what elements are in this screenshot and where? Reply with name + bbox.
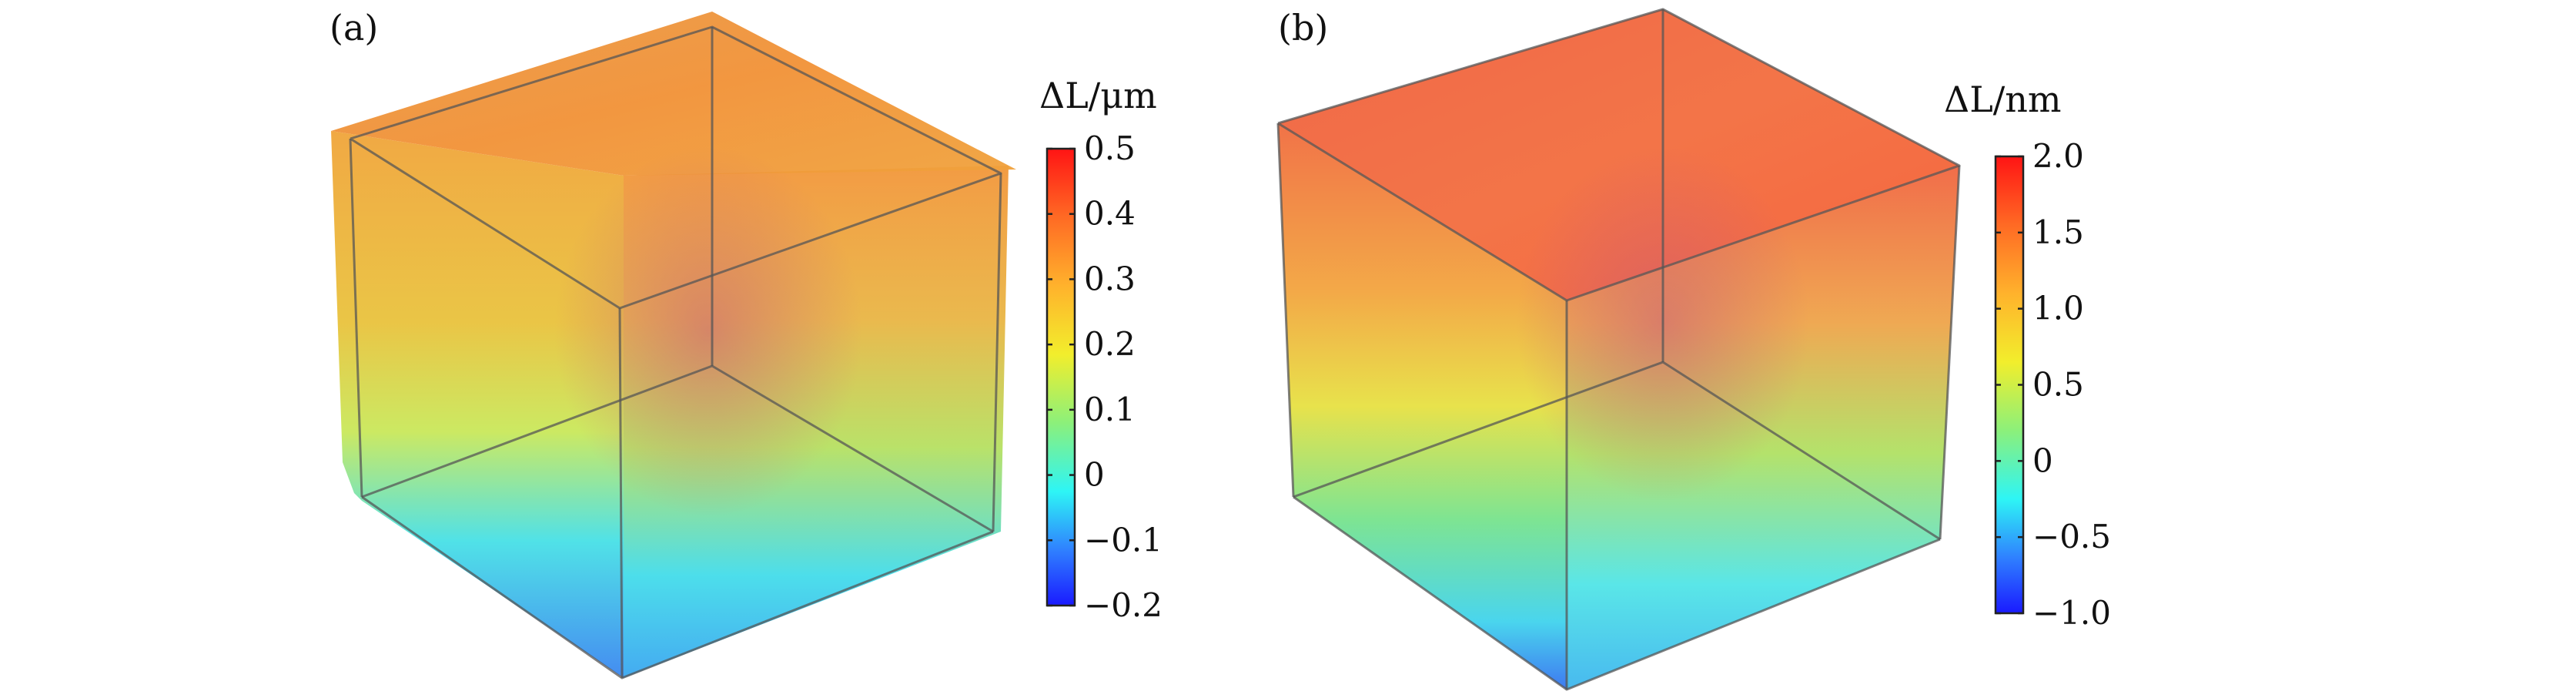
panel-b: (b) ΔL/nm 2.0 1.5 1.0 0.5 0 −0.5 −1.0	[1276, 7, 2111, 691]
cube-a-edges	[349, 25, 1002, 680]
colorbar-tick-label: 0.1	[1084, 391, 1136, 428]
colorbar-tick-label: 1.5	[2032, 213, 2084, 251]
colorbar-a: ΔL/μm 0.5 0.4 0.3 0.2 0.1 0 −0.1 −0.2	[1039, 75, 1163, 624]
cube-a-inner-glow	[554, 146, 862, 516]
colorbar-tick-label: 0	[2032, 441, 2053, 479]
colorbar-tick-label: 0.5	[2032, 366, 2084, 404]
colorbar-tick-label: 0.2	[1084, 325, 1136, 363]
panel-a: (a) ΔL/μm 0	[330, 7, 1163, 680]
colorbar-b-ticks: 2.0 1.5 1.0 0.5 0 −0.5 −1.0	[1996, 137, 2111, 632]
panel-a-label: (a)	[330, 7, 378, 49]
colorbar-a-title: ΔL/μm	[1039, 75, 1157, 116]
colorbar-tick-label: 0.3	[1084, 260, 1136, 297]
colorbar-tick-label: 0.5	[1084, 129, 1136, 167]
colorbar-a-ticks: 0.5 0.4 0.3 0.2 0.1 0 −0.1 −0.2	[1047, 129, 1163, 624]
colorbar-tick-label: −0.2	[1084, 586, 1163, 624]
panel-b-label: (b)	[1278, 7, 1328, 49]
colorbar-tick-label: 2.0	[2032, 137, 2084, 175]
cube-a	[331, 12, 1016, 680]
colorbar-tick-label: −1.0	[2032, 594, 2111, 632]
colorbar-tick-label: −0.1	[1084, 521, 1163, 559]
cube-a-top-face	[331, 12, 1016, 176]
cube-b	[1276, 8, 1961, 691]
colorbar-b: ΔL/nm 2.0 1.5 1.0 0.5 0 −0.5 −1.0	[1944, 79, 2111, 632]
colorbar-a-bar	[1047, 149, 1075, 606]
cube-b-edges	[1276, 8, 1961, 691]
colorbar-b-title: ΔL/nm	[1944, 79, 2062, 120]
colorbar-tick-label: 1.0	[2032, 290, 2084, 327]
colorbar-tick-label: −0.5	[2032, 518, 2111, 555]
cube-b-left-face	[1278, 123, 1567, 690]
cube-a-left-face	[331, 131, 624, 678]
colorbar-tick-label: 0	[1084, 456, 1105, 494]
colorbar-tick-label: 0.4	[1084, 195, 1136, 233]
